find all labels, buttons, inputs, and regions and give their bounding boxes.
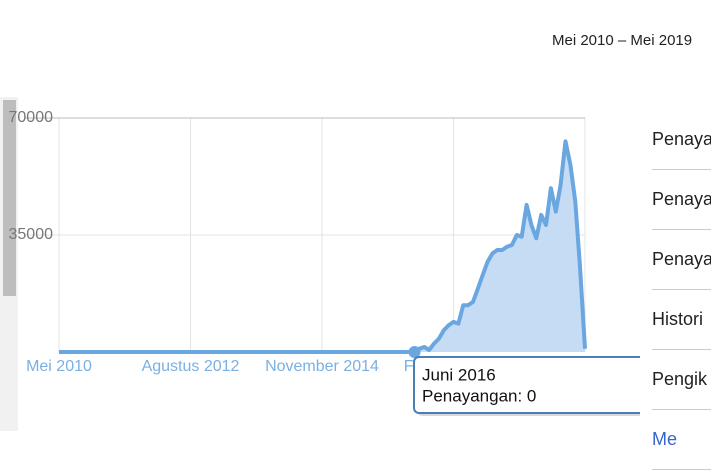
- side-menu: Penaya Penaya Penaya Histori Pengik Me: [652, 110, 711, 470]
- menu-item[interactable]: Pengik: [652, 350, 711, 410]
- menu-item[interactable]: Penaya: [652, 230, 711, 290]
- area: [59, 141, 585, 352]
- chart: 35000 70000 Mei 2010 Agustus 2012 November 2…: [0, 97, 640, 431]
- x-tick-label: Mei 2010: [26, 358, 92, 375]
- line: [59, 139, 587, 354]
- menu-item[interactable]: Me: [652, 410, 711, 470]
- menu-item[interactable]: Penaya: [652, 110, 711, 170]
- hover-point: [408, 346, 421, 358]
- tooltip-text: Penayangan: 0: [422, 386, 536, 405]
- menu-item[interactable]: Penaya: [652, 170, 711, 230]
- tooltip: [413, 356, 640, 414]
- scroll-thumb: [3, 100, 16, 296]
- page: Mei 2010 – Mei 2019 35000 70000 Mei 2010 Ag…: [0, 32, 711, 470]
- y-tick-label: 70000: [9, 109, 54, 126]
- menu-item[interactable]: Histori: [652, 290, 711, 350]
- x-tick-label: November 2014: [265, 358, 379, 375]
- date-range[interactable]: Mei 2010 – Mei 2019: [552, 32, 693, 49]
- tooltip-title: Juni 2016: [422, 365, 496, 384]
- x-tick-label: Agustus 2012: [142, 358, 240, 375]
- y-tick-label: 35000: [9, 226, 54, 243]
